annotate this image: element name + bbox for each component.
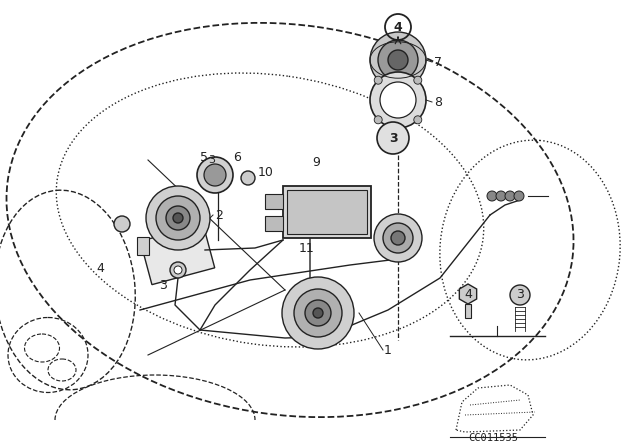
Circle shape: [313, 308, 323, 318]
Circle shape: [370, 32, 426, 88]
Circle shape: [414, 76, 422, 84]
Circle shape: [380, 82, 416, 118]
Text: 3: 3: [209, 155, 216, 165]
Text: 3: 3: [159, 279, 167, 292]
Circle shape: [282, 277, 354, 349]
Text: 5: 5: [200, 151, 208, 164]
Circle shape: [156, 196, 200, 240]
Circle shape: [204, 164, 226, 186]
Circle shape: [496, 191, 506, 201]
Circle shape: [370, 72, 426, 128]
Circle shape: [174, 266, 182, 274]
Text: CC011535: CC011535: [468, 433, 518, 443]
Text: 4: 4: [394, 21, 403, 34]
Polygon shape: [460, 284, 477, 304]
Circle shape: [294, 289, 342, 337]
Text: 11: 11: [299, 241, 315, 254]
Circle shape: [505, 191, 515, 201]
Circle shape: [305, 300, 331, 326]
Circle shape: [146, 186, 210, 250]
Text: 6: 6: [233, 151, 241, 164]
Circle shape: [377, 122, 409, 154]
Circle shape: [170, 262, 186, 278]
Bar: [287, 190, 367, 234]
Bar: [265, 194, 283, 209]
Text: 3: 3: [516, 288, 524, 301]
Bar: [137, 237, 149, 255]
Circle shape: [166, 206, 190, 230]
Text: 1: 1: [384, 344, 392, 357]
Text: 2: 2: [215, 208, 223, 221]
Circle shape: [514, 191, 524, 201]
Text: 3: 3: [388, 132, 397, 145]
Circle shape: [388, 50, 408, 70]
Circle shape: [197, 157, 233, 193]
Circle shape: [173, 213, 183, 223]
Circle shape: [114, 216, 130, 232]
Circle shape: [374, 214, 422, 262]
Circle shape: [383, 223, 413, 253]
Circle shape: [510, 285, 530, 305]
Text: 7: 7: [434, 56, 442, 69]
Circle shape: [414, 116, 422, 124]
Circle shape: [241, 171, 255, 185]
Text: 4: 4: [464, 288, 472, 301]
Text: 9: 9: [312, 155, 320, 168]
Circle shape: [487, 191, 497, 201]
Circle shape: [378, 40, 418, 80]
Text: 8: 8: [434, 95, 442, 108]
Bar: [465, 304, 471, 318]
Bar: [265, 216, 283, 231]
FancyBboxPatch shape: [140, 224, 214, 284]
Bar: [283, 186, 371, 238]
Circle shape: [374, 76, 382, 84]
Circle shape: [374, 116, 382, 124]
Text: 10: 10: [258, 165, 274, 178]
Text: 4: 4: [96, 262, 104, 275]
Circle shape: [391, 231, 405, 245]
